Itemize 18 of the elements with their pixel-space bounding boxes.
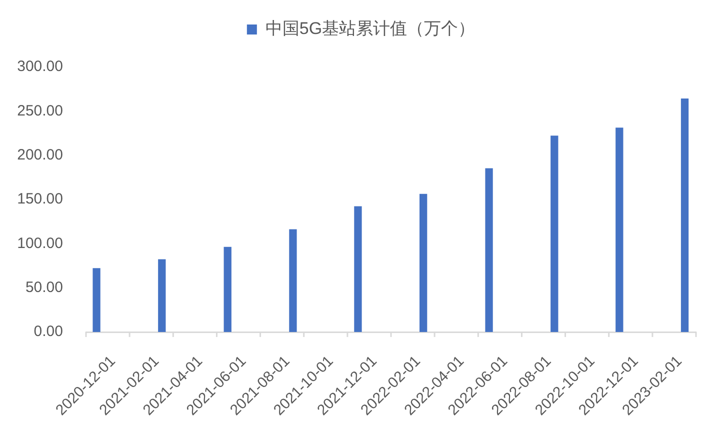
- y-tick-label: 300.00: [17, 58, 63, 76]
- bar: [289, 229, 297, 332]
- y-tick-label: 0.00: [34, 323, 63, 340]
- y-tick-label: 200.00: [17, 146, 63, 164]
- bar: [485, 168, 493, 332]
- bar: [616, 128, 624, 332]
- bar: [354, 206, 362, 332]
- bar: [680, 98, 689, 332]
- bar: [419, 194, 428, 332]
- y-tick-label: 250.00: [17, 102, 63, 120]
- bar: [550, 136, 558, 332]
- y-tick-label: 50.00: [25, 278, 63, 296]
- bar: [224, 246, 232, 332]
- y-tick-label: 100.00: [17, 234, 63, 252]
- legend-label: 中国5G基站累计值（万个）: [265, 19, 476, 38]
- y-tick-label: 150.00: [17, 190, 63, 208]
- bar: [92, 268, 100, 332]
- bar: [158, 259, 166, 332]
